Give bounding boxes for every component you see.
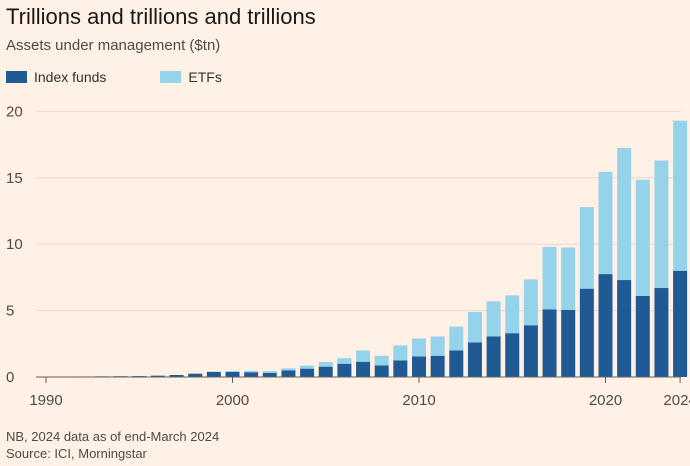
bar-etfs-2013: [467, 311, 482, 343]
bar-index-funds-2006: [337, 363, 352, 377]
bar-index-funds-1999: [206, 371, 221, 377]
bar-index-funds-2019: [579, 288, 594, 377]
legend-swatch-index-funds: [6, 71, 27, 83]
y-tick-label-15: 15: [6, 170, 23, 187]
bar-etfs-2020: [598, 171, 613, 275]
source-note: Source: ICI, Morningstar: [6, 446, 147, 461]
bar-etfs-2019: [579, 207, 594, 289]
x-tick-label-2000: 2000: [216, 392, 249, 409]
bar-index-funds-2003: [281, 370, 296, 377]
bar-etfs-2016: [523, 279, 538, 326]
bar-etfs-2002: [262, 371, 277, 373]
bar-etfs-2015: [505, 295, 520, 334]
bar-etfs-2000: [225, 371, 240, 372]
bar-index-funds-2002: [262, 372, 277, 377]
stacked-bar-chart: 0 5 10 15 20 1990 2000 2010 2020 2024: [6, 103, 690, 409]
bar-etfs-2021: [617, 147, 632, 281]
bar-etfs-2006: [337, 358, 352, 364]
bar-etfs-2010: [412, 338, 426, 357]
bar-etfs-2011: [430, 336, 445, 356]
bar-etfs-2023: [654, 160, 669, 289]
bar-index-funds-2012: [449, 350, 464, 377]
x-tick-label-2010: 2010: [402, 392, 435, 409]
x-tick-label-2024: 2024: [663, 392, 690, 409]
bar-index-funds-2000: [225, 371, 240, 377]
bar-etfs-2012: [449, 326, 464, 351]
y-tick-label-10: 10: [6, 236, 23, 253]
bar-index-funds-1997: [169, 375, 184, 377]
y-tick-label-5: 5: [6, 303, 14, 320]
bar-etfs-2001: [244, 370, 259, 373]
bar-index-funds-2017: [542, 309, 557, 377]
bar-index-funds-2007: [356, 361, 371, 377]
legend-item-index-funds: Index funds: [6, 69, 106, 85]
bar-index-funds-2018: [561, 309, 576, 377]
bar-index-funds-2010: [412, 356, 426, 377]
bar-index-funds-2008: [374, 365, 389, 377]
x-tick-label-2020: 2020: [589, 392, 622, 409]
bar-etfs-2024: [673, 120, 688, 271]
legend-label-index-funds: Index funds: [34, 69, 107, 85]
bar-index-funds-2005: [318, 366, 333, 377]
legend-item-etfs: ETFs: [160, 69, 222, 85]
bar-etfs-2018: [561, 247, 576, 310]
bar-etfs-1999: [206, 371, 221, 372]
bar-etfs-2014: [486, 301, 501, 337]
bar-index-funds-2014: [486, 336, 501, 377]
bar-etfs-2009: [393, 345, 408, 361]
bar-etfs-2007: [356, 350, 371, 362]
chart-legend: Index funds ETFs: [6, 68, 276, 86]
y-tick-label-0: 0: [6, 369, 14, 386]
y-tick-label-20: 20: [6, 103, 23, 120]
bar-index-funds-1996: [150, 375, 165, 377]
footnote: NB, 2024 data as of end-March 2024: [6, 429, 220, 444]
bar-index-funds-2016: [523, 325, 538, 377]
bar-index-funds-2020: [598, 274, 613, 377]
bar-etfs-2003: [281, 368, 296, 371]
bar-index-funds-2023: [654, 288, 669, 377]
bar-index-funds-1998: [188, 373, 203, 377]
chart-subtitle: Assets under management ($tn): [6, 37, 221, 54]
bar-etfs-2005: [318, 361, 333, 367]
x-tick-label-1990: 1990: [29, 392, 62, 409]
legend-label-etfs: ETFs: [188, 69, 222, 85]
bar-index-funds-2024: [673, 270, 688, 377]
bar-index-funds-2009: [393, 360, 408, 377]
bar-index-funds-2011: [430, 355, 445, 377]
legend-swatch-etfs: [160, 71, 182, 83]
bar-index-funds-2004: [300, 368, 315, 377]
bar-etfs-2004: [300, 365, 315, 369]
chart-title: Trillions and trillions and trillions: [6, 4, 316, 29]
bar-index-funds-2013: [467, 342, 482, 377]
bar-etfs-2008: [374, 355, 389, 366]
bar-index-funds-2001: [244, 372, 259, 377]
bar-index-funds-2015: [505, 333, 520, 377]
bar-index-funds-2022: [635, 295, 650, 377]
bar-etfs-2022: [635, 179, 650, 296]
bar-index-funds-2021: [617, 280, 632, 377]
bar-etfs-2017: [542, 246, 557, 310]
